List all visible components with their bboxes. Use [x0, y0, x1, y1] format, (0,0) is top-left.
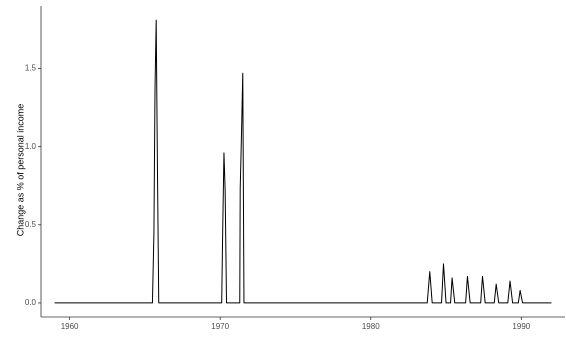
x-tick-label: 1990: [512, 322, 530, 331]
y-tick-label: 1.0: [25, 142, 37, 151]
y-tick-label: 0.0: [25, 298, 37, 307]
y-tick-label: 1.5: [25, 64, 37, 73]
x-tick-label: 1980: [362, 322, 380, 331]
y-axis-title: Change as % of personal income: [15, 104, 25, 237]
series-line: [54, 19, 552, 304]
x-tick-label: 1960: [61, 322, 79, 331]
y-tick-label: 0.5: [25, 220, 37, 229]
x-tick-label: 1970: [211, 322, 229, 331]
